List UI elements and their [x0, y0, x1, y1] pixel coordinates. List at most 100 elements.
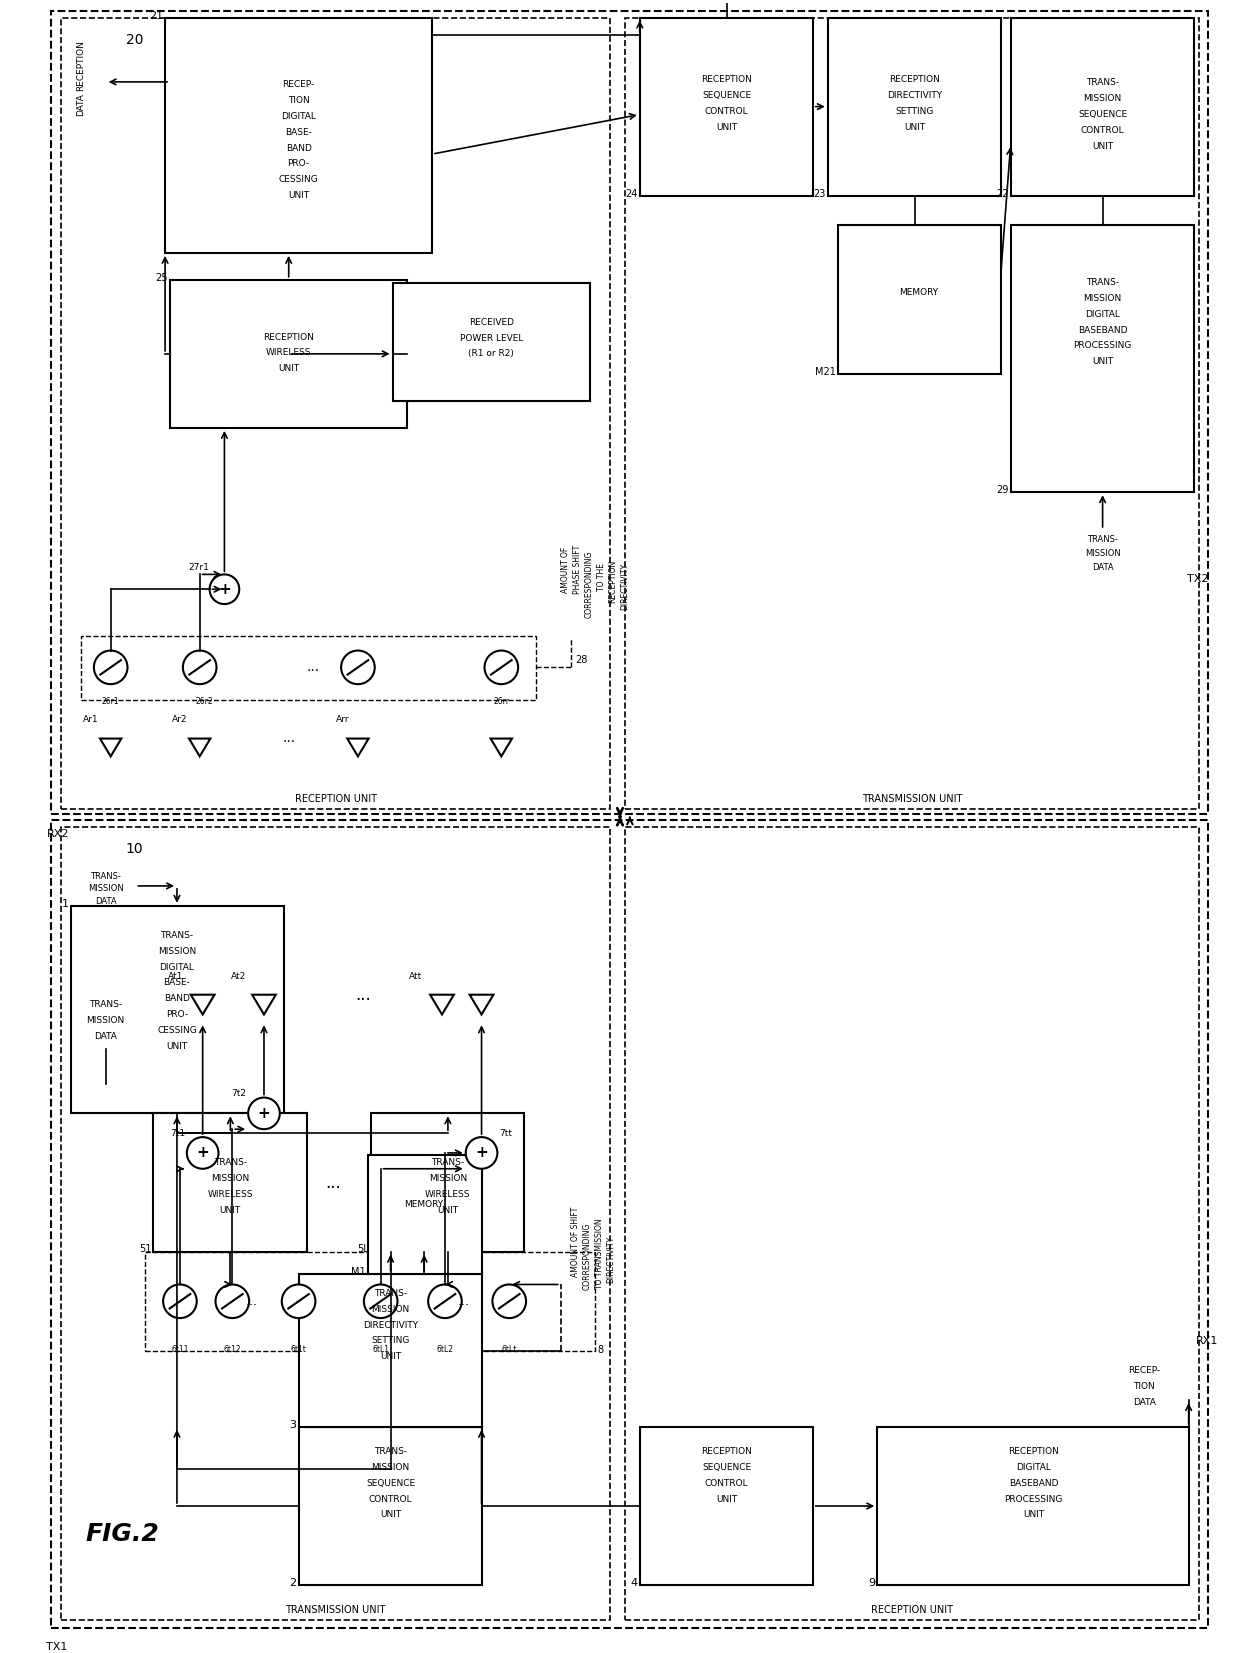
- Text: UNIT: UNIT: [1092, 357, 1114, 367]
- Circle shape: [216, 1284, 249, 1317]
- Text: DIRECTIVITY: DIRECTIVITY: [606, 1236, 615, 1283]
- Text: CONTROL: CONTROL: [368, 1494, 413, 1504]
- Text: DATA: DATA: [94, 1031, 118, 1041]
- Text: 1: 1: [62, 899, 69, 909]
- Text: UNIT: UNIT: [717, 1494, 738, 1504]
- FancyBboxPatch shape: [71, 906, 284, 1114]
- Text: RECEP-: RECEP-: [1128, 1365, 1161, 1375]
- Text: SEQUENCE: SEQUENCE: [702, 91, 751, 101]
- Text: At2: At2: [231, 972, 247, 982]
- Text: DATA: DATA: [95, 898, 117, 906]
- Text: CONTROL: CONTROL: [1081, 126, 1125, 136]
- Circle shape: [428, 1284, 461, 1317]
- FancyBboxPatch shape: [299, 1427, 481, 1585]
- Text: Arr: Arr: [336, 716, 350, 724]
- Text: DIRECTIVITY: DIRECTIVITY: [887, 91, 942, 101]
- Text: AMOUNT OF SHIFT: AMOUNT OF SHIFT: [570, 1207, 580, 1278]
- Text: TRANS-: TRANS-: [160, 931, 193, 941]
- Text: BAND: BAND: [164, 993, 190, 1003]
- Text: MISSION: MISSION: [157, 947, 196, 955]
- FancyBboxPatch shape: [371, 1114, 525, 1251]
- Text: 23: 23: [813, 188, 826, 198]
- Text: TION: TION: [288, 96, 310, 106]
- Text: MISSION: MISSION: [429, 1174, 467, 1184]
- Text: 8: 8: [598, 1346, 604, 1355]
- Text: 7tt: 7tt: [500, 1129, 512, 1137]
- Circle shape: [281, 1284, 315, 1317]
- Text: 6t1t: 6t1t: [290, 1346, 306, 1354]
- Text: BAND: BAND: [285, 144, 311, 152]
- Text: 6tL1: 6tL1: [372, 1346, 389, 1354]
- Text: ...: ...: [246, 1294, 258, 1308]
- Text: DIGITAL: DIGITAL: [1085, 309, 1120, 319]
- Text: BASEBAND: BASEBAND: [1078, 326, 1127, 334]
- Text: MISSION: MISSION: [1085, 549, 1121, 559]
- Circle shape: [466, 1137, 497, 1169]
- Text: CONTROL: CONTROL: [706, 107, 749, 116]
- FancyBboxPatch shape: [165, 18, 432, 253]
- Text: ...: ...: [458, 1294, 470, 1308]
- Text: 51: 51: [139, 1243, 151, 1255]
- Text: 25: 25: [155, 273, 169, 283]
- Text: AMOUNT OF: AMOUNT OF: [562, 547, 570, 592]
- FancyBboxPatch shape: [640, 1427, 813, 1585]
- Text: MISSION: MISSION: [372, 1463, 409, 1471]
- Circle shape: [164, 1284, 197, 1317]
- Text: Ar1: Ar1: [83, 716, 99, 724]
- Text: +: +: [218, 582, 231, 597]
- Text: TRANS-: TRANS-: [89, 1000, 123, 1008]
- FancyBboxPatch shape: [1011, 18, 1194, 195]
- Text: 21: 21: [149, 10, 164, 20]
- Text: ...: ...: [283, 731, 295, 744]
- FancyBboxPatch shape: [877, 1427, 1189, 1585]
- Text: 6tLt: 6tLt: [501, 1346, 517, 1354]
- Text: TO THE: TO THE: [596, 564, 605, 592]
- Text: Ar2: Ar2: [172, 716, 187, 724]
- Text: DATA: DATA: [77, 93, 86, 116]
- Text: UNIT: UNIT: [717, 122, 738, 132]
- Text: TION: TION: [1133, 1382, 1154, 1390]
- Text: 26r2: 26r2: [196, 698, 213, 706]
- Text: MISSION: MISSION: [1084, 94, 1122, 102]
- Text: TRANS-: TRANS-: [1086, 78, 1120, 88]
- Text: TO TRANSMISSION: TO TRANSMISSION: [595, 1218, 604, 1289]
- Text: 26r1: 26r1: [102, 698, 119, 706]
- Circle shape: [187, 1137, 218, 1169]
- Text: M21: M21: [815, 367, 836, 377]
- Text: 2: 2: [289, 1579, 296, 1589]
- Text: MISSION: MISSION: [211, 1174, 249, 1184]
- Text: UNIT: UNIT: [379, 1511, 402, 1519]
- Text: 10: 10: [125, 843, 143, 856]
- Text: (R1 or R2): (R1 or R2): [469, 349, 515, 359]
- Text: CESSING: CESSING: [279, 175, 319, 183]
- Circle shape: [341, 651, 374, 684]
- Text: UNIT: UNIT: [219, 1205, 241, 1215]
- Text: +: +: [475, 1146, 487, 1160]
- FancyBboxPatch shape: [1011, 225, 1194, 493]
- Text: SEQUENCE: SEQUENCE: [702, 1463, 751, 1471]
- Text: PRO-: PRO-: [166, 1010, 188, 1018]
- Text: 29: 29: [996, 486, 1008, 496]
- Text: MISSION: MISSION: [372, 1304, 409, 1314]
- Text: DIRECTIVITY: DIRECTIVITY: [363, 1321, 418, 1329]
- Text: UNIT: UNIT: [166, 1041, 187, 1051]
- Text: MEMORY: MEMORY: [404, 1200, 444, 1208]
- Text: 22: 22: [996, 188, 1008, 198]
- Text: SETTING: SETTING: [895, 107, 934, 116]
- Text: PHASE SHIFT: PHASE SHIFT: [573, 545, 582, 593]
- Text: UNIT: UNIT: [1023, 1511, 1044, 1519]
- Text: 27r1: 27r1: [188, 564, 210, 572]
- Text: TRANS-: TRANS-: [1087, 536, 1118, 544]
- Text: RECEPTION: RECEPTION: [889, 76, 940, 84]
- Text: 7t2: 7t2: [231, 1089, 247, 1098]
- Text: 3: 3: [290, 1420, 296, 1430]
- FancyBboxPatch shape: [827, 18, 1001, 195]
- FancyBboxPatch shape: [393, 283, 590, 402]
- Text: TRANSMISSION UNIT: TRANSMISSION UNIT: [285, 1605, 386, 1615]
- Text: BASE-: BASE-: [285, 127, 312, 137]
- FancyBboxPatch shape: [154, 1114, 306, 1251]
- Text: BASEBAND: BASEBAND: [1008, 1479, 1058, 1488]
- Text: MISSION: MISSION: [87, 1017, 125, 1025]
- Text: 6t11: 6t11: [171, 1346, 188, 1354]
- Text: 9: 9: [868, 1579, 875, 1589]
